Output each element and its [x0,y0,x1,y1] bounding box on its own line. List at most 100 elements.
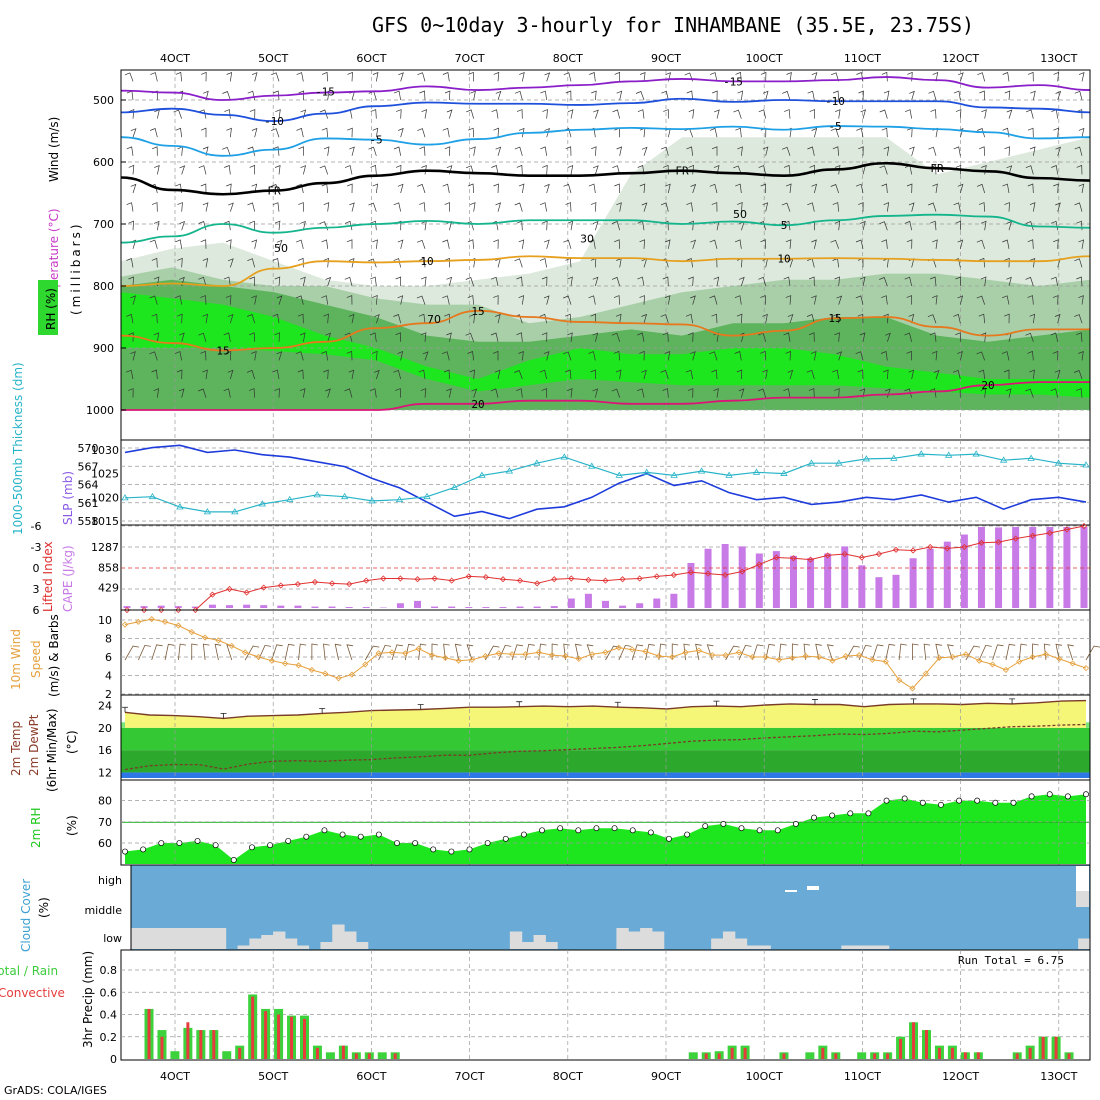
upper-barb [274,332,280,342]
upper-barb [226,71,233,82]
rh2m-point-18 [448,848,455,855]
rh2m-grid [121,780,1090,865]
wind-barb-59 [912,643,919,660]
upper-barb [270,128,280,138]
wind-tick-10: 10 [98,614,112,627]
wind-grid [121,610,1090,695]
rh2m-label-line2: (%) [65,815,79,836]
upper-barb [128,109,135,119]
upper-barb [953,146,961,156]
low-cloud-cell-3 [166,928,179,949]
thickness-ticks: 558 561 564 567 570 1015 1020 1025 1030 [78,442,120,528]
low-cloud-cell-35 [545,942,558,949]
upper-barb [200,295,207,305]
upper-barb [540,90,548,101]
upper-barb [222,146,231,156]
upper-barb [249,220,256,231]
temp-contour--10 [120,97,1091,122]
upper-barb [1028,71,1034,82]
upper-barb [518,127,525,138]
upper-barb [493,239,499,249]
precip-frame [120,949,1091,1061]
upper-barb [516,109,523,119]
precip-conv-bar-3 [186,1022,190,1059]
upper-barb [737,146,743,156]
upper-barb [154,165,160,175]
precip-conv-bar-16 [354,1053,358,1059]
upper-barb [519,72,525,82]
upper-barb [857,313,864,324]
upper-barb [563,72,572,82]
li-point-37 [756,561,763,568]
upper-barb [879,109,888,119]
wind-barb-27 [485,645,500,661]
thickness-point-20 [670,471,678,478]
cape-bar-35 [721,544,729,608]
wind-barb-6 [202,643,210,661]
upper-barb [1050,332,1059,342]
upper-barb [369,332,377,342]
upper-barb [688,332,694,342]
precip-conv-bar-13 [315,1047,319,1059]
upper-barb [246,369,256,380]
upper-barb [957,239,964,249]
upper-barb [613,295,621,305]
thickness-point-22 [725,471,733,478]
upper-barb [1078,127,1085,138]
upper-barb [662,332,669,342]
upper-barb [247,202,256,212]
upper-barb [639,239,645,249]
upper-barb [928,90,937,101]
upper-barb [1078,72,1085,82]
thickness-point-13 [478,471,486,478]
wind-point-44 [709,652,716,659]
precip-conv-bar-62 [950,1047,954,1059]
upper-barb [855,239,864,249]
upper-barb [274,276,281,287]
upper-barb [858,90,864,101]
wind-point-40 [655,653,662,660]
upper-barb [733,109,742,119]
upper-barb [518,350,524,361]
upper-barb [467,295,475,305]
upper-barb [372,295,378,305]
wind-point-2 [148,616,155,623]
upper-barb [589,72,596,82]
precip-conv-bar-64 [976,1052,980,1059]
upper-barb [613,350,621,361]
low-cloud-cell-11 [261,935,274,949]
upper-barb [126,313,134,324]
x-tick-top-12OCT: 12OCT [942,52,979,65]
upper-barb [567,276,573,287]
x-tick-bottom-12OCT: 12OCT [942,1070,979,1083]
upper-barb [590,369,596,380]
upper-barb [226,183,232,194]
upper-barb [227,314,234,324]
low-cloud-cell-9 [237,945,250,949]
precip-label-convective: Convective [0,986,65,1000]
cape-bar-7 [243,604,251,608]
upper-barb [781,202,791,212]
high-cloud-gap-a [785,890,797,892]
upper-barb [518,239,525,249]
upper-barb [444,369,450,380]
upper-barb [834,109,841,119]
upper-barb [1006,276,1012,287]
temp-contour-15 [120,309,1090,352]
li-point-35 [722,571,729,579]
upper-barb [690,295,696,305]
upper-barb [904,220,913,231]
upper-barb [202,258,209,268]
thickness-point-17 [588,462,596,469]
rh2m-point-33 [720,820,727,827]
upper-barb [323,313,329,324]
upper-barb [977,128,986,138]
upper-barb [175,239,183,249]
upper-barb [592,388,599,398]
li-point-19 [448,577,455,584]
upper-barb [933,369,940,380]
wind-point-4 [175,622,182,629]
upper-barb [1053,183,1059,194]
upper-barb [369,388,377,398]
wind-point-15 [322,670,329,677]
